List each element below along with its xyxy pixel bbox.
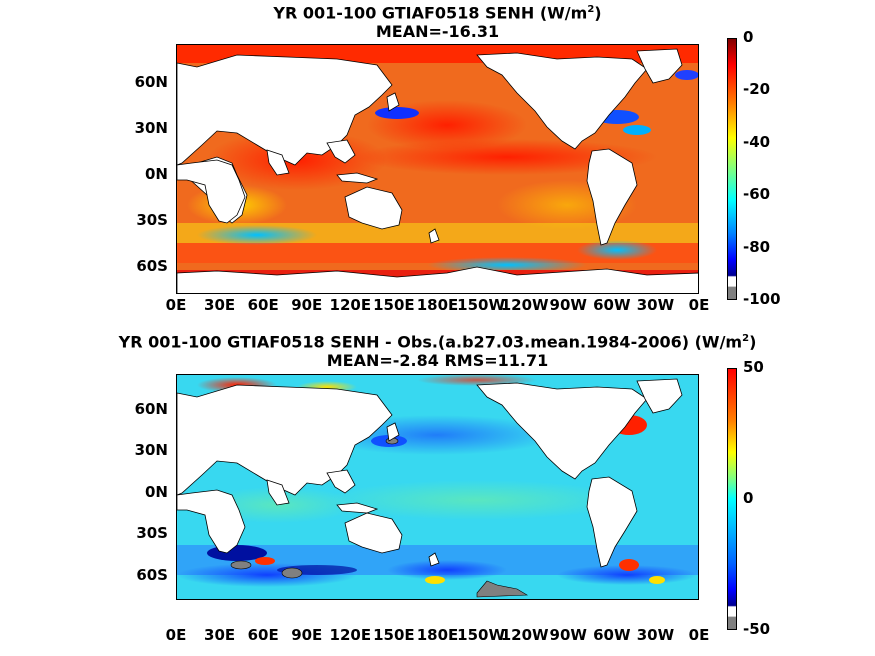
y-tick-label: 30N (134, 119, 168, 138)
x-tick-label: 0E (688, 296, 710, 314)
chart1-subtitle: MEAN=-16.31 (375, 22, 500, 41)
x-tick-label: 60W (593, 296, 631, 314)
chart2-title: YR 001-100 GTIAF0518 SENH - Obs.(a.b27.0… (118, 332, 757, 352)
y-tick-label: 60N (134, 399, 168, 418)
y-tick-label: 60S (136, 257, 168, 276)
x-tick-label: 30W (636, 626, 675, 644)
x-tick-label: 30E (204, 296, 236, 314)
x-tick-label: 0E (688, 626, 710, 644)
x-tick-label: 180E (416, 626, 459, 644)
chart2-colorbar (727, 368, 737, 630)
y-tick-label: 60N (134, 73, 168, 92)
chart1-colorbar (727, 38, 737, 300)
colorbar-tick-label: 50 (743, 358, 764, 376)
x-tick-label: 0E (165, 626, 187, 644)
x-tick-label: 90E (291, 296, 323, 314)
x-tick-label: 0E (165, 296, 187, 314)
x-tick-label: 150E (373, 626, 415, 644)
y-tick-label: 60S (136, 566, 168, 585)
x-tick-label: 60E (247, 626, 279, 644)
colorbar-tick-label: -50 (743, 620, 771, 638)
x-tick-label: 120W (500, 296, 549, 314)
y-tick-label: 30S (136, 211, 168, 230)
x-tick-label: 60W (593, 626, 631, 644)
chart2-map (176, 374, 699, 600)
y-tick-label: 0N (145, 482, 168, 501)
x-tick-label: 150E (373, 296, 415, 314)
colorbar-tick-label: -80 (743, 237, 771, 256)
y-tick-label: 30N (134, 441, 168, 460)
x-tick-label: 30W (636, 296, 675, 314)
x-tick-label: 60E (247, 296, 279, 314)
x-tick-label: 150W (457, 626, 506, 644)
colorbar-tick-label: -100 (743, 290, 781, 308)
chart1-map (176, 44, 699, 294)
x-tick-label: 120E (329, 626, 372, 644)
chart2-subtitle: MEAN=-2.84 RMS=11.71 (326, 351, 549, 370)
x-tick-label: 90E (291, 626, 323, 644)
x-tick-label: 180E (416, 296, 459, 314)
colorbar-tick-label: -60 (743, 185, 771, 204)
x-tick-label: 120E (329, 296, 372, 314)
colorbar-tick-label: 0 (743, 489, 754, 507)
colorbar-tick-label: -40 (743, 132, 771, 151)
y-tick-label: 0N (145, 165, 168, 184)
chart1-title: YR 001-100 GTIAF0518 SENH (W/m2) (273, 3, 602, 23)
x-tick-label: 90W (549, 296, 587, 314)
colorbar-tick-label: -20 (743, 80, 771, 99)
x-tick-label: 30E (204, 626, 236, 644)
colorbar-tick-label: 0 (743, 28, 754, 46)
y-tick-label: 30S (136, 524, 168, 543)
x-tick-label: 90W (549, 626, 587, 644)
x-tick-label: 120W (500, 626, 549, 644)
x-tick-label: 150W (457, 296, 506, 314)
